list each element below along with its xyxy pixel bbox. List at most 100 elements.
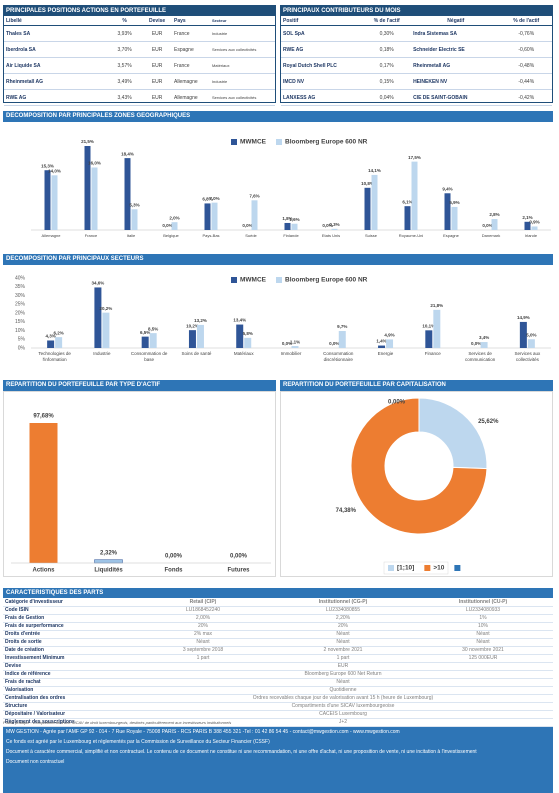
bar <box>204 203 211 230</box>
bar <box>171 222 178 230</box>
row: Valorisation Quotidienne <box>3 686 553 695</box>
cell: Royal Dutch Shell PLC <box>281 57 363 74</box>
row: Code ISIN LU1868452240 LU2334080855 LU23340… <box>3 606 553 615</box>
value-label: 0,0% <box>322 223 332 228</box>
bar <box>47 340 55 348</box>
value-label: 4,3% <box>46 334 56 339</box>
category-label-box: Technologies de l'information <box>38 351 71 362</box>
bar <box>141 336 149 348</box>
row-label: Centralisation des ordres <box>3 694 133 703</box>
value-label: 0,9% <box>529 220 539 225</box>
legend-swatch <box>231 139 237 145</box>
cell: Néant <box>273 638 413 647</box>
section-header: REPARTITION DU PORTEFEUILLE PAR TYPE D'A… <box>3 380 276 391</box>
cell: 20% <box>133 622 273 631</box>
cell: Iberdrola SA <box>4 41 107 58</box>
value-label: 5,9% <box>449 200 459 205</box>
value-label: 10,2% <box>186 323 199 328</box>
table: Catégorie d'investisseur Retail (CIP) Inst… <box>3 599 553 735</box>
cell: LU2334080933 <box>413 606 553 615</box>
cell: Thales SA <box>4 25 107 42</box>
row-label: Frais de rachat <box>3 678 133 687</box>
cell: 1% <box>413 614 553 623</box>
value-label: 97,68% <box>33 414 54 420</box>
column-header: % <box>106 16 143 26</box>
cell: 3,93% <box>106 25 143 42</box>
cell: -0,76% <box>500 25 552 42</box>
footer-line: MW GESTION - Agrée par l'AMF GP 92 - 014… <box>6 729 400 735</box>
row-label: Structure <box>3 702 133 711</box>
bar <box>102 312 110 348</box>
value-label: 0,0% <box>162 223 172 228</box>
value-label: 5,8% <box>243 331 253 336</box>
cell: 2,00% <box>133 614 273 623</box>
column-header: Libellé <box>4 16 107 26</box>
bar <box>236 324 244 348</box>
row: Règlement des souscriptions J+2 <box>3 718 553 727</box>
panel-frame <box>280 391 553 577</box>
row: LANXESS AG 0,04% CIE DE SAINT-GOBAIN -0,42% <box>281 89 552 106</box>
value-label: 2,1% <box>522 215 532 220</box>
cell: France <box>172 25 210 42</box>
value-label: 2,32% <box>100 550 118 556</box>
bar <box>84 146 91 230</box>
cell: Rheinmetall AG <box>411 57 501 74</box>
cell: Néant <box>413 638 553 647</box>
cell: -0,48% <box>500 57 552 74</box>
bar <box>425 330 433 348</box>
value-label: 25,62% <box>478 419 499 425</box>
category-label: Technologies de l'information <box>38 351 71 362</box>
value-label: 0,00% <box>388 400 406 406</box>
row: Date de création 3 septembre 2018 2 novemb… <box>3 646 553 655</box>
cell: 0,15% <box>362 73 412 90</box>
table: PRINCIPAUX CONTRIBUTEURS DU MOIS Positif%… <box>281 6 552 106</box>
bar <box>364 187 371 230</box>
cell: RWE AG <box>4 89 107 106</box>
bar <box>291 223 298 230</box>
title-row: PRINCIPAUX CONTRIBUTEURS DU MOIS <box>281 6 552 16</box>
cell: 2,20% <box>273 614 413 623</box>
bar <box>91 167 98 230</box>
category-label: Liquidités <box>94 568 123 574</box>
bar <box>188 330 196 348</box>
cell: EUR <box>142 25 172 42</box>
column-header: % de l'actif <box>500 16 552 26</box>
category-label: Consommation discrétionnaire <box>323 351 354 362</box>
row-label: Frais de surperformance <box>3 622 133 631</box>
row-label: Code ISIN <box>3 606 133 615</box>
value-label: 21,8% <box>430 303 443 308</box>
cell: 1 part <box>273 654 413 663</box>
value-label: 14,1% <box>368 168 381 173</box>
value-label: 10,8% <box>361 181 374 186</box>
column-header: Secteur <box>209 16 275 26</box>
header-row: Libellé% Devise Pays Secteur <box>4 16 275 26</box>
cell: J+2 <box>133 718 553 727</box>
value-label: 16,0% <box>88 161 101 166</box>
cell: Schneider Electric SE <box>411 41 501 58</box>
asset-chart: 97,68% Actions 2,32% Liquidités 0,00% Fonds 0,… <box>3 391 276 577</box>
bar <box>149 333 157 348</box>
legend-swatch <box>454 565 461 571</box>
cell: Espagne <box>172 41 210 58</box>
value-label: 6,2% <box>54 330 64 335</box>
panel-frame <box>3 391 276 577</box>
cell: EUR <box>133 662 553 671</box>
y-tick-label: 40% <box>15 275 26 281</box>
cell: LU2334080855 <box>273 606 413 615</box>
cell: 0,18% <box>362 41 412 58</box>
cell: Allemagne <box>172 73 210 90</box>
category-label: Pays-Bas <box>202 233 219 238</box>
bar <box>527 339 535 348</box>
bar <box>411 161 418 230</box>
y-tick-label: 5% <box>18 337 26 343</box>
row: Investissement Minimum 1 part 1 part 125 00… <box>3 654 553 663</box>
category-label: Finance <box>424 351 441 356</box>
cell: 0,04% <box>362 89 412 106</box>
row-label: Règlement des souscriptions <box>3 718 133 727</box>
cell: CACEIS Luxembourg <box>133 710 553 719</box>
category-label: Futures <box>227 568 250 574</box>
cell: Néant <box>413 630 553 639</box>
category-label: Suisse <box>365 233 378 238</box>
bar <box>480 342 488 348</box>
value-label: 17,5% <box>408 155 421 160</box>
